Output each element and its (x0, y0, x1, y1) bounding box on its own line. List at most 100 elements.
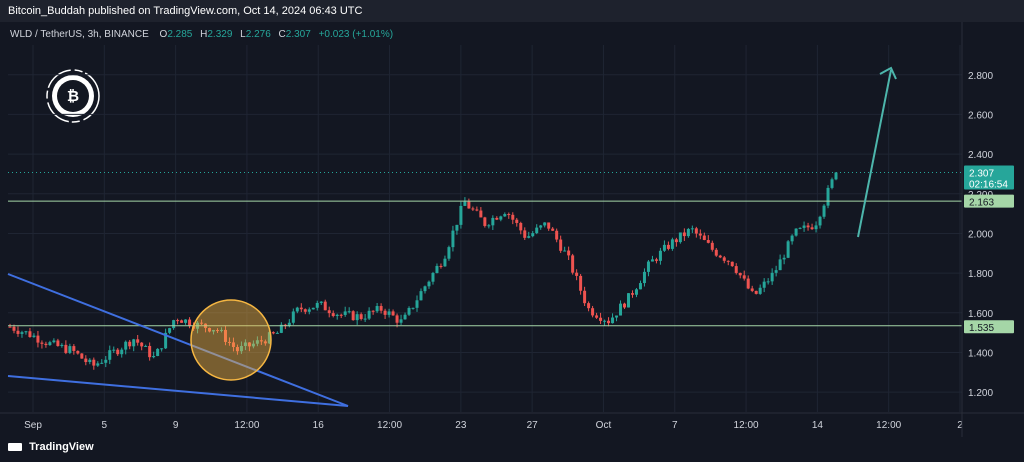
candle-body (794, 228, 798, 236)
candle-body (363, 318, 367, 320)
close-label: C (279, 29, 286, 40)
resistance-price-tag: 2.163 (964, 194, 1014, 209)
candle-body (68, 346, 72, 353)
candle-body (722, 257, 726, 261)
tradingview-brand: TradingView (29, 441, 94, 453)
candle-body (826, 187, 830, 206)
candle-body (108, 350, 112, 360)
candle-body (599, 317, 603, 321)
candle-body (770, 272, 774, 282)
candle-body (184, 319, 188, 323)
candle-body (235, 347, 239, 352)
x-tick-label: 12:00 (377, 420, 402, 431)
candle-body (447, 247, 451, 259)
candle-body (579, 275, 583, 291)
candle-body (443, 258, 447, 267)
candle-body (571, 255, 575, 273)
candle-body (619, 303, 623, 316)
candle-body (762, 281, 766, 288)
candle-body (148, 345, 152, 358)
candle-body (200, 322, 204, 324)
candle-body (806, 225, 810, 228)
candle-body (48, 342, 52, 346)
candle-body (734, 266, 738, 273)
candle-body (427, 281, 431, 287)
lower-trendline[interactable] (7, 375, 349, 407)
x-tick-label: 14 (812, 420, 824, 431)
candle-body (499, 216, 503, 220)
x-tick-label: 5 (102, 420, 108, 431)
candle-body (208, 327, 212, 332)
candle-body (116, 349, 120, 355)
candle-body (758, 287, 762, 294)
candle-body (307, 309, 311, 312)
candle-body (818, 216, 822, 226)
candle-body (56, 340, 60, 346)
candle-body (291, 311, 295, 323)
candle-body (654, 259, 658, 261)
x-tick-label: 2 (957, 420, 963, 431)
candle-body (742, 275, 746, 279)
x-tick-label: 12:00 (734, 420, 759, 431)
candle-body (583, 290, 587, 304)
candle-body (575, 272, 579, 276)
candle-body (782, 257, 786, 260)
candle-body (271, 332, 275, 334)
projection-arrow-line[interactable] (857, 69, 892, 238)
candle-body (104, 359, 108, 363)
candle-body (367, 310, 371, 319)
y-tick-label: 1.400 (968, 348, 993, 359)
candle-body (475, 209, 479, 211)
candle-body (411, 307, 415, 309)
low-label: L (240, 29, 246, 40)
y-tick-label: 1.600 (968, 309, 993, 320)
support-price-tag-text: 1.535 (969, 323, 994, 334)
candle-body (403, 314, 407, 320)
candle-body (531, 233, 535, 237)
candle-body (164, 332, 168, 349)
tradingview-footer[interactable]: TradingView (8, 441, 94, 453)
x-tick-label: Sep (24, 420, 42, 431)
candle-body (507, 214, 511, 216)
candle-body (479, 210, 483, 218)
high-label: H (200, 29, 207, 40)
candle-body (343, 311, 347, 315)
x-tick-label: 12:00 (234, 420, 259, 431)
candle-body (591, 308, 595, 316)
candle-body (339, 314, 343, 316)
candle-body (746, 278, 750, 289)
candle-body (140, 342, 144, 347)
candle-body (156, 348, 160, 356)
candle-body (128, 341, 132, 347)
candle-body (515, 219, 519, 223)
candle-body (451, 230, 455, 248)
candle-body (527, 236, 531, 238)
candle-body (311, 307, 315, 310)
candle-body (315, 302, 319, 308)
candle-body (698, 233, 702, 236)
upper-trendline[interactable] (7, 273, 349, 407)
candle-body (634, 289, 638, 295)
breakout-highlight-circle[interactable] (190, 299, 272, 381)
candle-body (231, 342, 235, 348)
support-price-tag-bg (964, 320, 1014, 334)
resistance-price-tag-bg (964, 194, 1014, 208)
svg-text:₿: ₿ (67, 88, 79, 105)
candle-body (136, 339, 140, 343)
candle-body (8, 326, 12, 328)
candle-body (630, 293, 634, 295)
candle-body (295, 307, 299, 312)
candle-body (319, 301, 323, 303)
candle-body (259, 340, 263, 342)
projection-arrow-head (879, 66, 897, 80)
candle-body (834, 172, 838, 180)
candle-body (650, 259, 654, 262)
candle-body (40, 342, 44, 344)
open-label: O (160, 29, 168, 40)
candle-body (100, 362, 104, 364)
candle-body (766, 281, 770, 283)
candle-body (88, 359, 92, 363)
candle-body (595, 315, 599, 318)
candle-body (251, 343, 255, 347)
